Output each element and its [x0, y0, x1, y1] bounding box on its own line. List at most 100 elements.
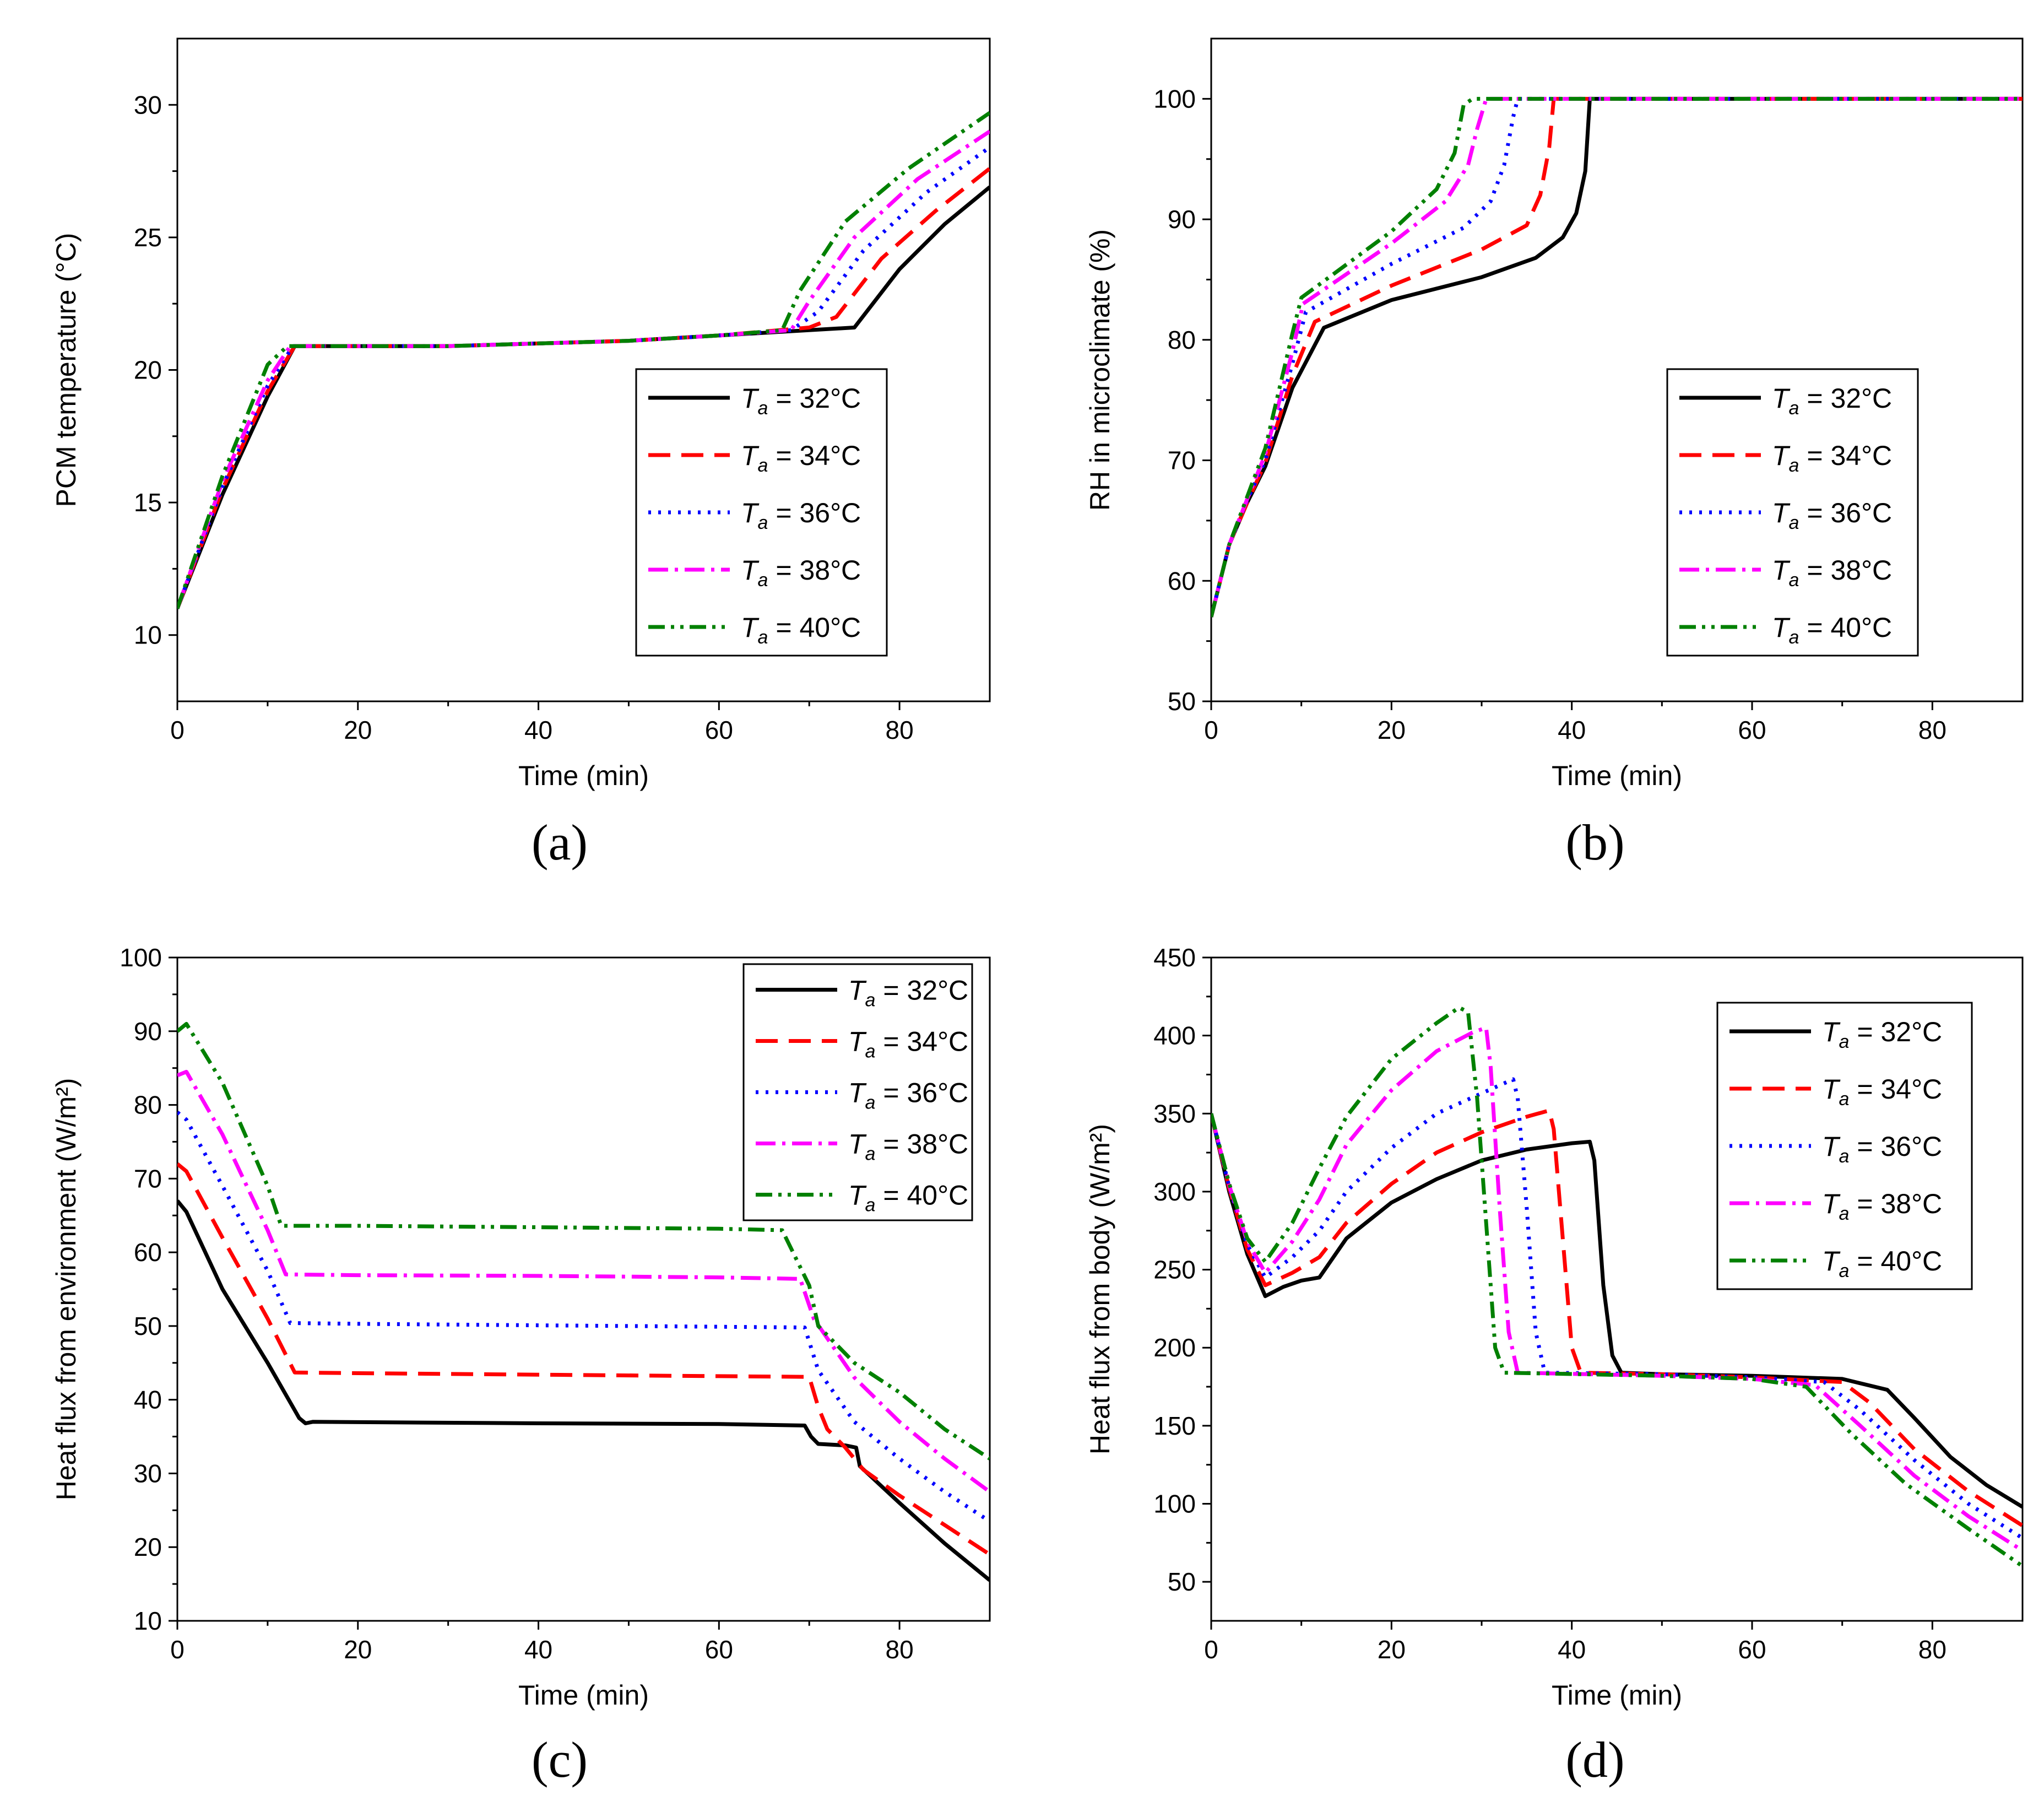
panel-caption: (b): [1565, 814, 1624, 870]
y-tick-label: 20: [134, 1533, 162, 1561]
legend-subscript: a: [1789, 627, 1799, 648]
x-axis-label: Time (min): [518, 760, 649, 791]
legend-subscript: a: [865, 1041, 876, 1062]
x-tick-label: 80: [886, 1635, 914, 1664]
chart-panel-c: 0 20 40 60 80 10 20 30 40 50 60 70 80 90 100 Time (min)…: [51, 943, 991, 1788]
y-axis-label: PCM temperature (°C): [51, 233, 82, 507]
series-group: [1211, 96, 2023, 618]
legend-label: Ta = 34°C: [1822, 1074, 1942, 1110]
legend-subscript: a: [865, 1144, 876, 1165]
x-tick-label: 80: [886, 716, 914, 744]
y-tick-label: 10: [134, 1607, 162, 1635]
series-group: [1211, 1005, 2023, 1568]
legend-subscript: a: [1789, 512, 1799, 533]
series-line-38C: [1211, 1026, 2023, 1553]
series-line-38C: [1211, 96, 2023, 618]
y-tick-label: 100: [120, 943, 162, 972]
legend-subscript: a: [865, 990, 876, 1011]
y-tick-label: 90: [1168, 205, 1196, 234]
chart-panel-d: 0 20 40 60 80 50 100 150 200 250 300 350 400 450 Time …: [1085, 943, 2024, 1788]
legend-subscript: a: [1839, 1203, 1850, 1224]
legend-subscript: a: [1839, 1089, 1850, 1110]
legend-value: = 34°C: [1799, 440, 1892, 471]
series-line-38C: [177, 129, 990, 609]
x-tick-label: 40: [524, 716, 552, 744]
legend-symbol: T: [1822, 1016, 1841, 1047]
legend-symbol: T: [741, 383, 760, 414]
y-tick-label: 30: [134, 1459, 162, 1488]
legend: Ta = 32°CTa = 34°CTa = 36°CTa = 38°CTa =…: [635, 368, 888, 657]
y-tick-label: 80: [134, 1091, 162, 1119]
x-tick-label: 0: [170, 1635, 185, 1664]
legend-value: = 38°C: [1849, 1188, 1942, 1219]
x-tick-label: 0: [1204, 1635, 1218, 1664]
legend-value: = 40°C: [1849, 1246, 1942, 1276]
legend-subscript: a: [758, 455, 768, 476]
y-tick-label: 150: [1153, 1411, 1196, 1440]
series-line-34C: [1211, 96, 2023, 618]
series-group: [177, 1021, 990, 1582]
legend-label: Ta = 40°C: [1822, 1246, 1942, 1281]
legend-symbol: T: [741, 497, 760, 528]
legend-subscript: a: [1789, 398, 1799, 419]
series-line-38C: [177, 1069, 990, 1494]
x-tick-label: 40: [524, 1635, 552, 1664]
y-tick-label: 90: [134, 1017, 162, 1046]
legend-box: [1666, 368, 1919, 657]
y-tick-label: 70: [134, 1164, 162, 1193]
legend-subscript: a: [1839, 1031, 1850, 1052]
legend-value: = 38°C: [768, 555, 861, 586]
legend-label: Ta = 32°C: [1822, 1016, 1942, 1052]
y-tick-label: 50: [1168, 1567, 1196, 1596]
legend-symbol: T: [848, 975, 867, 1006]
series-line-36C: [1211, 1077, 2023, 1540]
y-tick-label: 60: [134, 1238, 162, 1267]
x-tick-label: 40: [1558, 716, 1586, 744]
legend-symbol: T: [1822, 1074, 1841, 1105]
legend-symbol: T: [1772, 555, 1791, 586]
series-line-40C: [1211, 96, 2023, 618]
chart-panel-a: 0 20 40 60 80 10 15 20 25 30 Time (min) PCM tempera…: [51, 37, 991, 870]
x-axis-label: Time (min): [518, 1680, 649, 1711]
legend-symbol: T: [1772, 497, 1791, 528]
plot-frame: [1210, 37, 2024, 702]
legend-value: = 32°C: [1849, 1016, 1942, 1047]
y-tick-label: 60: [1168, 566, 1196, 595]
y-axis-label: RH in microclimate (%): [1085, 229, 1115, 511]
legend-symbol: T: [848, 1078, 867, 1108]
y-tick-label: 450: [1153, 943, 1196, 972]
legend: Ta = 32°CTa = 34°CTa = 36°CTa = 38°CTa =…: [742, 963, 973, 1221]
panel-caption: (a): [532, 814, 588, 870]
x-tick-label: 60: [705, 716, 733, 744]
plot-frame: [1210, 956, 2024, 1622]
legend-label: Ta = 34°C: [848, 1026, 968, 1062]
x-tick-label: 60: [1738, 1635, 1766, 1664]
legend-value: = 40°C: [875, 1180, 968, 1211]
legend-subscript: a: [1839, 1261, 1850, 1281]
legend-subscript: a: [1789, 455, 1799, 476]
legend-value: = 32°C: [875, 975, 968, 1006]
legend-label: Ta = 38°C: [741, 555, 861, 591]
series-line-32C: [1211, 1113, 2023, 1509]
legend-subscript: a: [1839, 1146, 1850, 1167]
series-line-34C: [177, 1162, 990, 1556]
legend-symbol: T: [1822, 1188, 1841, 1219]
legend-symbol: T: [848, 1180, 867, 1211]
legend-subscript: a: [1789, 570, 1799, 591]
legend-value: = 32°C: [768, 383, 861, 414]
legend-subscript: a: [758, 570, 768, 591]
y-tick-label: 50: [1168, 687, 1196, 716]
y-tick-label: 80: [1168, 326, 1196, 354]
y-tick-label: 20: [134, 356, 162, 385]
x-tick-label: 80: [1918, 1635, 1947, 1664]
panel-caption: (d): [1565, 1732, 1624, 1788]
legend-label: Ta = 32°C: [848, 975, 968, 1011]
legend-value: = 34°C: [875, 1026, 968, 1057]
y-tick-label: 400: [1153, 1021, 1196, 1050]
legend-symbol: T: [848, 1129, 867, 1160]
legend-value: = 40°C: [1799, 612, 1892, 643]
legend-value: = 34°C: [768, 440, 861, 471]
y-tick-label: 15: [134, 488, 162, 517]
x-tick-label: 20: [1378, 1635, 1406, 1664]
